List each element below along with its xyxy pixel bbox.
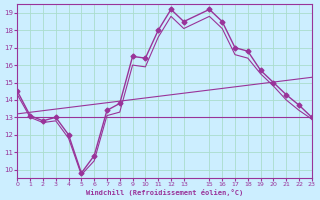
- X-axis label: Windchill (Refroidissement éolien,°C): Windchill (Refroidissement éolien,°C): [86, 189, 243, 196]
